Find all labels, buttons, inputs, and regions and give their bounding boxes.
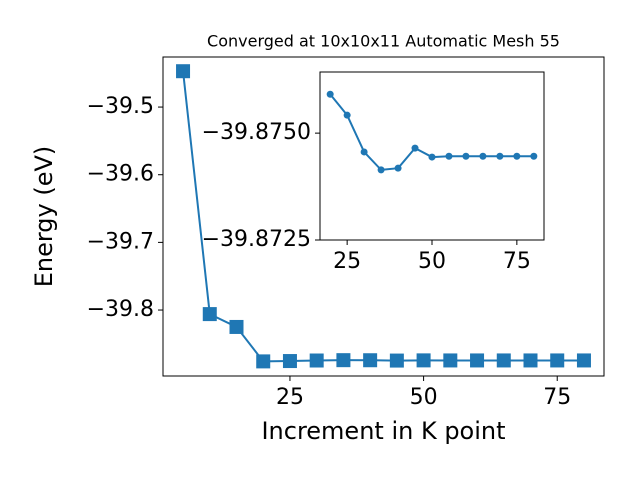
y-tick-label: −39.8 (87, 297, 154, 322)
marker (282, 354, 297, 369)
marker (202, 307, 217, 322)
marker (462, 152, 470, 160)
marker (416, 353, 431, 368)
marker (523, 353, 538, 368)
marker (550, 353, 565, 368)
marker (496, 353, 511, 368)
marker (377, 166, 385, 174)
marker (360, 148, 368, 156)
x-axis-label: Increment in K point (261, 417, 505, 445)
y-tick-label: −39.5 (87, 94, 154, 119)
marker (496, 152, 504, 160)
marker (326, 90, 334, 98)
marker (530, 152, 538, 160)
x-tick-label: 25 (276, 385, 304, 410)
marker (229, 319, 244, 334)
y-tick-label: −39.7 (87, 229, 154, 254)
y-tick-label: −39.8725 (202, 227, 311, 252)
marker (336, 353, 351, 368)
marker (394, 164, 402, 172)
marker (445, 152, 453, 160)
y-tick-label: −39.8750 (202, 120, 311, 145)
axes-frame (319, 71, 545, 241)
marker (513, 152, 521, 160)
marker (389, 353, 404, 368)
marker (343, 111, 351, 119)
marker (428, 153, 436, 161)
marker (363, 353, 378, 368)
x-tick-label: 25 (333, 249, 361, 274)
marker (256, 354, 271, 369)
y-axis-label: Energy (eV) (30, 146, 58, 288)
series-line (182, 71, 584, 363)
x-tick-label: 75 (503, 249, 531, 274)
marker (411, 144, 419, 152)
y-tick-label: −39.6 (87, 162, 154, 187)
marker (479, 152, 487, 160)
marker (443, 353, 458, 368)
marker (176, 64, 191, 79)
axes-frame (162, 56, 605, 377)
chart-title: Converged at 10x10x11 Automatic Mesh 55 (207, 32, 560, 51)
x-tick-label: 50 (418, 249, 446, 274)
marker (576, 353, 591, 368)
x-tick-label: 50 (410, 385, 438, 410)
marker (470, 353, 485, 368)
marker (309, 353, 324, 368)
x-tick-label: 75 (543, 385, 571, 410)
